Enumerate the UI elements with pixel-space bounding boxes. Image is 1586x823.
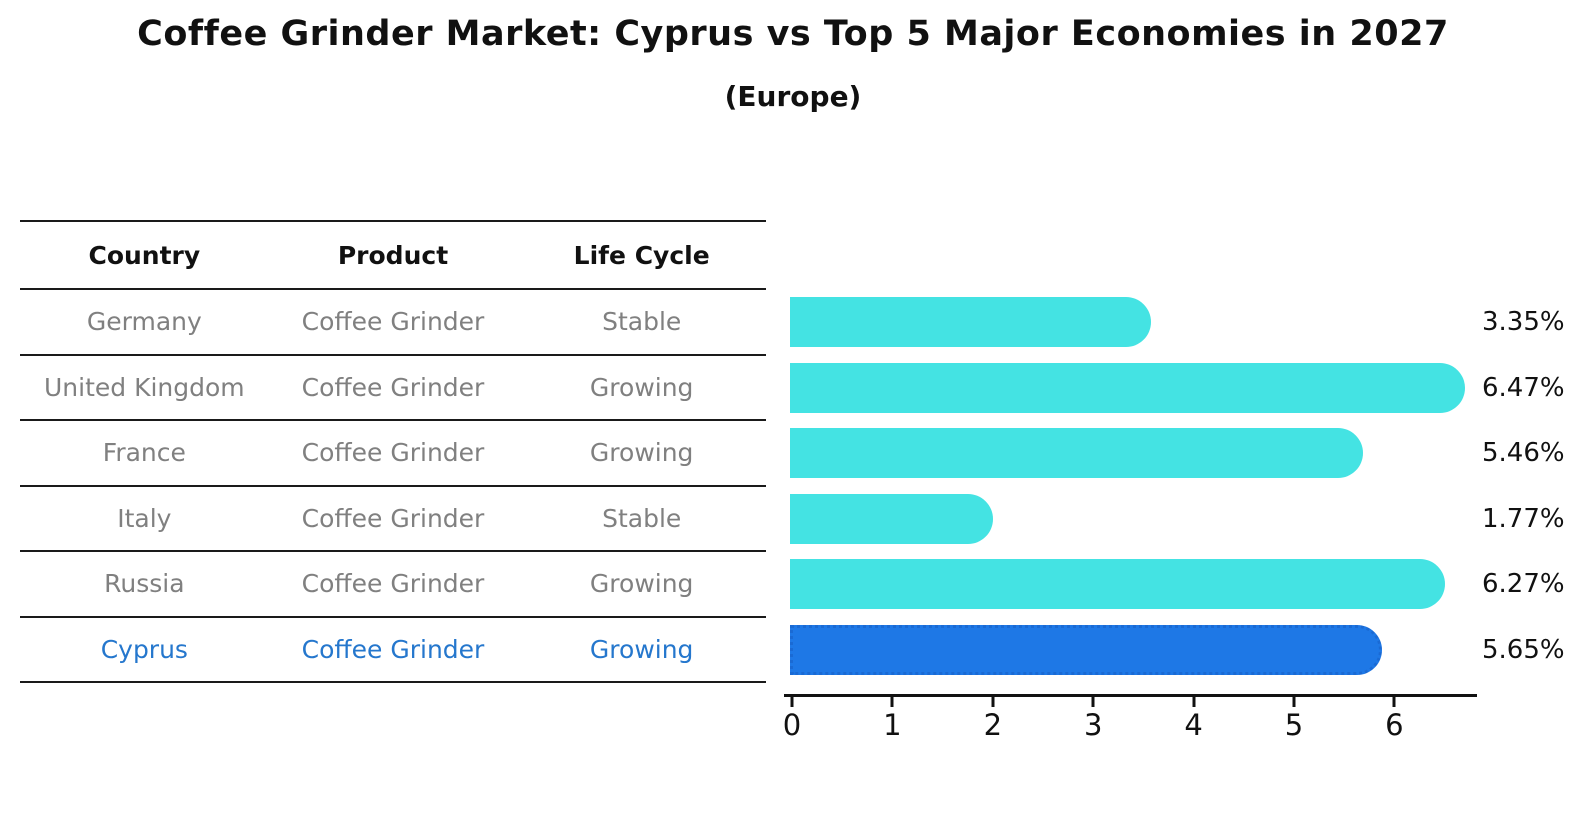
cell-product: Coffee Grinder xyxy=(301,569,485,599)
cell-life-cycle: Growing xyxy=(589,569,694,599)
cell-life-cycle: Growing xyxy=(589,438,694,468)
bar-united-kingdom xyxy=(790,362,1465,413)
cell-country: Cyprus xyxy=(100,634,188,664)
cell-product: Coffee Grinder xyxy=(301,372,485,402)
bar-italy xyxy=(790,493,993,544)
x-tick-label: 2 xyxy=(983,708,1003,742)
header-product: Product xyxy=(337,240,449,270)
value-label: 1.77% xyxy=(1482,503,1565,534)
value-label: 6.47% xyxy=(1482,372,1565,403)
x-tick-mark xyxy=(1292,694,1296,707)
table-row: United Kingdom Coffee Grinder Growing xyxy=(20,356,766,421)
x-tick-mark xyxy=(1192,694,1196,707)
table-body: Germany Coffee Grinder Stable United Kin… xyxy=(20,290,766,683)
cell-country: Italy xyxy=(117,503,172,533)
cell-life-cycle: Growing xyxy=(589,372,694,402)
x-tick-label: 4 xyxy=(1184,708,1203,742)
table-row: Italy Coffee Grinder Stable xyxy=(20,487,766,552)
cell-country: Germany xyxy=(86,307,202,337)
value-label: 3.35% xyxy=(1482,307,1565,337)
x-tick-label: 6 xyxy=(1385,708,1404,742)
x-tick-mark xyxy=(890,694,894,707)
value-label: 5.65% xyxy=(1482,634,1565,665)
x-tick-mark xyxy=(1392,694,1396,707)
x-tick-label: 1 xyxy=(883,708,902,742)
bar-cyprus-highlighted xyxy=(790,624,1383,675)
cell-life-cycle: Stable xyxy=(602,503,682,533)
cell-life-cycle: Stable xyxy=(602,307,682,337)
header-life-cycle: Life Cycle xyxy=(573,240,710,270)
table-row: France Coffee Grinder Growing xyxy=(20,421,766,487)
x-tick-mark xyxy=(790,694,794,707)
x-tick-mark xyxy=(1091,694,1095,707)
value-label: 5.46% xyxy=(1482,438,1565,468)
cell-country: France xyxy=(102,438,186,468)
table-row: Russia Coffee Grinder Growing xyxy=(20,552,766,618)
x-tick-mark xyxy=(991,694,995,707)
bar-russia xyxy=(790,559,1445,609)
table-row: Cyprus Coffee Grinder Growing xyxy=(20,618,766,683)
cell-product: Coffee Grinder xyxy=(301,634,485,664)
table-row: Germany Coffee Grinder Stable xyxy=(20,290,766,356)
table-header-row: Country Product Life Cycle xyxy=(20,220,766,290)
cell-product: Coffee Grinder xyxy=(301,503,485,533)
bar-germany xyxy=(790,297,1152,347)
cell-country: United Kingdom xyxy=(44,372,245,402)
chart-title: Coffee Grinder Market: Cyprus vs Top 5 M… xyxy=(137,14,1449,54)
value-label: 6.27% xyxy=(1482,569,1565,599)
bar-france xyxy=(790,428,1364,478)
cell-product: Coffee Grinder xyxy=(301,307,485,337)
cell-life-cycle: Growing xyxy=(589,634,694,664)
cell-product: Coffee Grinder xyxy=(301,438,485,468)
x-tick-label: 5 xyxy=(1284,708,1304,742)
x-axis-line xyxy=(784,694,1477,697)
x-tick-label: 3 xyxy=(1083,708,1103,742)
cell-country: Russia xyxy=(104,569,185,599)
data-table: Country Product Life Cycle Germany Coffe… xyxy=(20,220,766,683)
chart-subtitle: (Europe) xyxy=(724,80,862,113)
header-country: Country xyxy=(88,240,201,270)
x-tick-label: 0 xyxy=(782,708,802,742)
